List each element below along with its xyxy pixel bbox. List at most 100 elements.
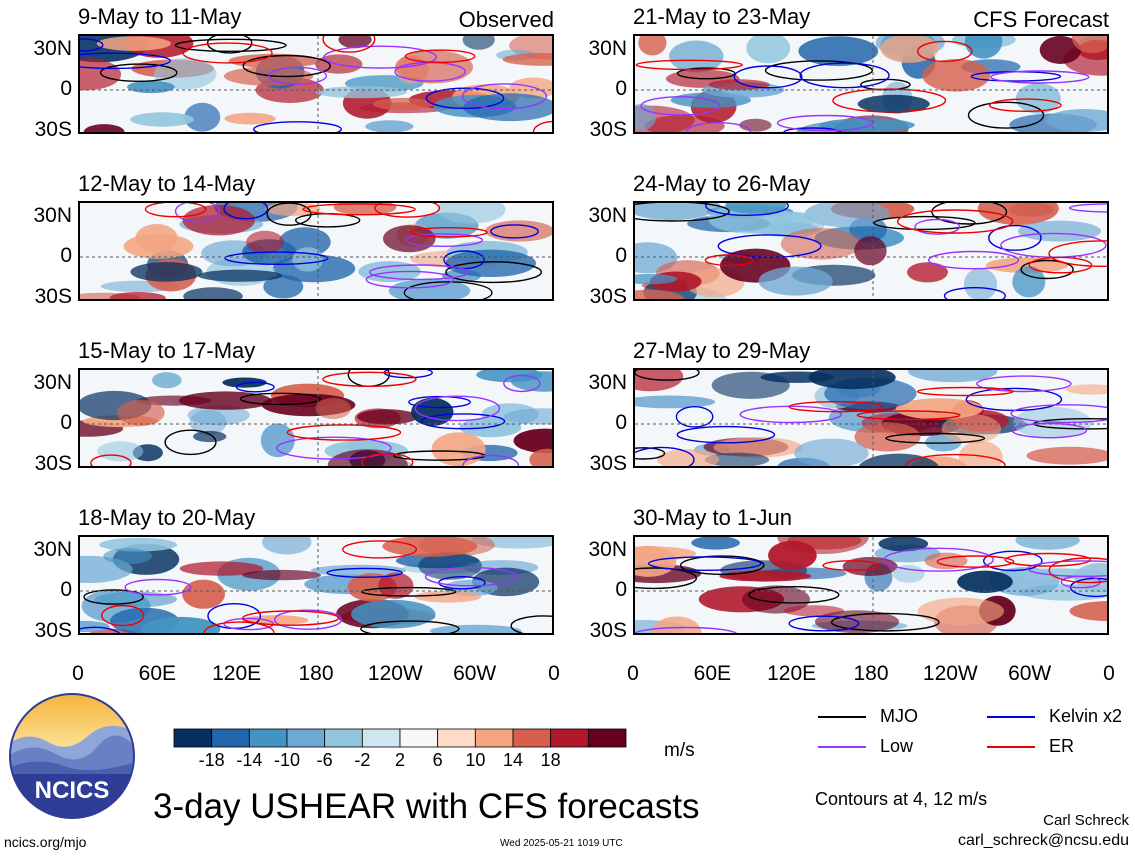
contour-kelvin-x2: [635, 446, 695, 466]
shear-anomaly-blob: [963, 267, 998, 299]
shear-anomaly-blob: [513, 428, 552, 453]
shear-anomaly-blob: [263, 274, 304, 299]
contour-er: [374, 203, 441, 218]
shear-anomaly-blob: [338, 36, 372, 49]
shear-anomaly-blob: [315, 86, 407, 99]
shear-anomaly-blob: [878, 537, 929, 552]
contour-mjo: [931, 203, 1008, 225]
shear-anomaly-blob: [224, 112, 276, 125]
shear-anomaly-blob: [1026, 446, 1107, 465]
shear-anomaly-blob: [414, 590, 482, 603]
shear-anomaly-blob: [907, 262, 948, 283]
shear-anomaly-blob: [1015, 83, 1061, 114]
contour-mjo: [164, 429, 217, 456]
shear-anomaly-blob: [198, 269, 283, 282]
contour-er: [361, 453, 414, 466]
colorbar-tick-label: 6: [432, 750, 443, 770]
contour-mjo: [885, 432, 986, 444]
contour-low: [414, 395, 501, 422]
contour-low: [365, 270, 454, 289]
contour-er: [822, 560, 879, 571]
lon-tick-label: 0: [548, 662, 560, 685]
shear-anomaly-blob: [260, 423, 295, 458]
lat-tick-label: 30N: [588, 37, 627, 60]
contour-er: [203, 621, 275, 633]
shear-anomaly-blob: [746, 36, 791, 64]
shear-map: [633, 34, 1109, 134]
contour-mjo: [242, 54, 331, 78]
shear-map: [78, 368, 554, 468]
contour-kelvin-x2: [80, 626, 121, 633]
shear-anomaly-blob: [768, 540, 817, 571]
shear-anomaly-blob: [333, 203, 397, 216]
contour-mjo: [873, 215, 976, 231]
contour-er: [905, 453, 1006, 466]
shear-anomaly-blob: [742, 585, 810, 614]
shear-anomaly-blob: [96, 36, 171, 51]
contour-low: [404, 233, 484, 247]
shear-anomaly-blob: [183, 287, 243, 299]
lat-tick-label: 0: [60, 411, 72, 434]
lon-tick-label: 180: [298, 662, 334, 685]
lat-tick-label: 0: [615, 244, 627, 267]
author-name: Carl Schreck: [1043, 812, 1129, 829]
panel-title: 15-May to 17-May: [78, 338, 256, 363]
lon-tick-label: 0: [72, 662, 84, 685]
shear-anomaly-blob: [922, 59, 991, 92]
shear-anomaly-blob: [908, 370, 998, 383]
shear-anomaly-blob: [857, 94, 930, 114]
shear-anomaly-blob: [292, 247, 324, 272]
contour-kelvin-x2: [676, 425, 776, 444]
contour-low: [928, 250, 1020, 270]
shear-anomaly-blob: [1069, 601, 1107, 622]
shear-anomaly-blob: [892, 565, 925, 583]
colorbar: [173, 728, 627, 748]
contour-mjo: [174, 38, 287, 53]
legend-line-er: [987, 746, 1035, 748]
shear-anomaly-blob: [529, 448, 552, 466]
contour-er: [322, 36, 376, 53]
shear-anomaly-blob: [711, 371, 790, 399]
colorbar-swatch: [587, 728, 627, 748]
shear-anomaly-blob: [141, 616, 221, 633]
shear-anomaly-blob: [179, 561, 264, 576]
shear-anomaly-blob: [242, 569, 321, 581]
contour-er: [322, 371, 417, 388]
shear-anomaly-blob: [315, 397, 351, 420]
shear-map: [633, 368, 1109, 468]
shear-anomaly-blob: [708, 79, 770, 90]
shear-anomaly-blob: [189, 409, 227, 435]
shear-anomaly-blob: [669, 40, 724, 73]
legend-label: ER: [1049, 736, 1075, 756]
legend-label: MJO: [880, 706, 918, 726]
shear-anomaly-blob: [758, 266, 833, 296]
contour-mjo: [748, 585, 840, 604]
shear-map: [78, 535, 554, 635]
colorbar-tick-label: 2: [394, 750, 406, 770]
shear-anomaly-blob: [94, 591, 177, 608]
shear-anomaly-blob: [123, 233, 194, 259]
shear-anomaly-blob: [265, 203, 321, 216]
shear-anomaly-blob: [80, 620, 110, 633]
contour-er: [704, 254, 754, 267]
lon-tick-label: 120E: [767, 662, 817, 685]
shear-anomaly-blob: [109, 292, 166, 299]
shear-anomaly-blob: [656, 449, 719, 466]
contour-er: [896, 209, 1014, 234]
contour-low: [276, 436, 392, 460]
shear-anomaly-blob: [985, 257, 1069, 273]
lon-tick-label: 60W: [453, 662, 497, 685]
colorbar-tick-label: -10: [273, 750, 301, 770]
contour-kelvin-x2: [648, 556, 762, 572]
site-link[interactable]: ncics.org/mjo: [4, 834, 87, 850]
contour-kelvin-x2: [408, 395, 471, 409]
shear-anomaly-blob: [798, 36, 879, 66]
shear-anomaly-blob: [1071, 36, 1107, 54]
shear-anomaly-blob: [382, 537, 478, 557]
lon-tick-label: 180: [853, 662, 889, 685]
contour-low: [461, 83, 548, 110]
contour-mjo: [360, 620, 460, 633]
contour-kelvin-x2: [733, 65, 803, 89]
contour-low: [976, 375, 1072, 393]
colorbar-tick-label: -2: [354, 750, 371, 770]
